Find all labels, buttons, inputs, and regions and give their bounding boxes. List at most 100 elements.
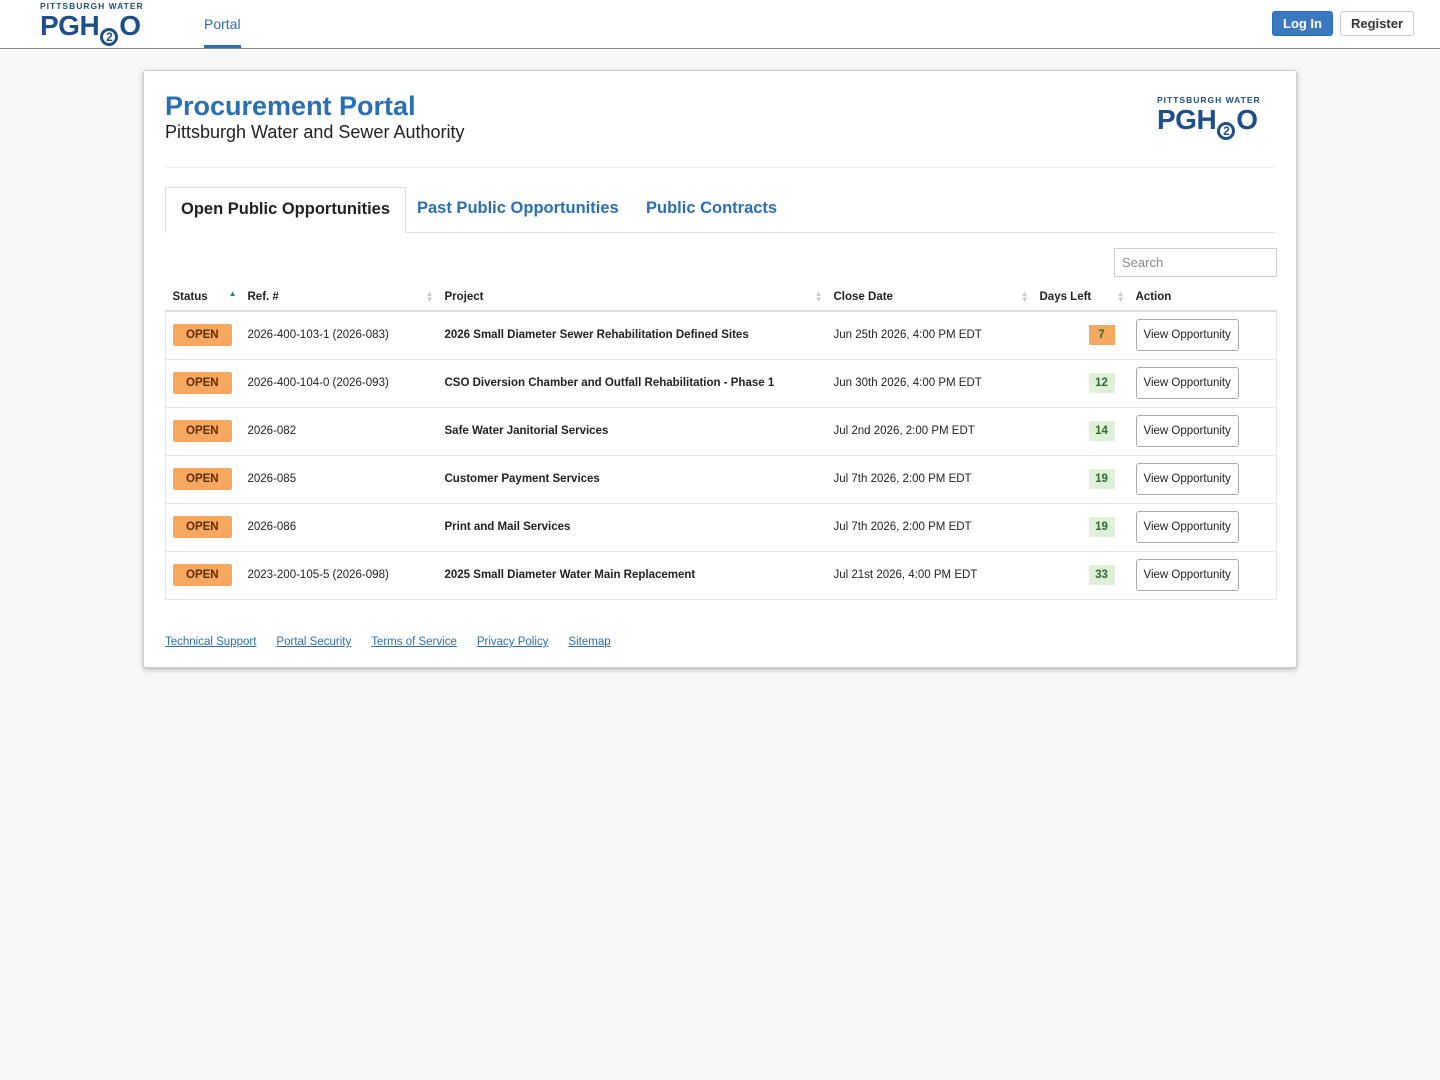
footer-link[interactable]: Portal Security — [276, 636, 352, 648]
cell: 19 — [1032, 502, 1129, 551]
tab[interactable]: Public Contracts — [646, 199, 778, 217]
days-badge: 14 — [1088, 421, 1115, 441]
project: Safe Water Janitorial Services — [444, 425, 609, 437]
cell: View Opportunity — [1128, 550, 1277, 600]
register-button[interactable]: Register — [1340, 11, 1415, 36]
divider — [165, 167, 1275, 168]
subtitle: Pittsburgh Water and Sewer Authority — [165, 122, 465, 142]
logo-text: 2 — [100, 28, 119, 46]
status-badge: OPEN — [173, 564, 232, 586]
cell: 2026-082 — [240, 406, 438, 455]
column-header[interactable]: Status ▲ — [165, 283, 241, 312]
cell: CSO Diversion Chamber and Outfall Rehabi… — [437, 358, 827, 407]
column-header[interactable]: Action — [1128, 283, 1277, 312]
cell: Jun 25th 2026, 4:00 PM EDT — [826, 310, 1033, 359]
logo-text: PGH — [1157, 104, 1217, 135]
logo[interactable]: PITTSBURGH WATER PGH 2 O — [40, 2, 144, 46]
cell: OPEN — [165, 406, 241, 455]
days-badge: 12 — [1088, 373, 1115, 393]
cell: View Opportunity — [1128, 358, 1277, 407]
project: Customer Payment Services — [444, 473, 600, 485]
footer-link[interactable]: Technical Support — [165, 636, 257, 648]
cell: 2023-200-105-5 (2026-098) — [240, 550, 438, 600]
tab[interactable]: Open Public Opportunities — [165, 187, 407, 233]
column-label: Action — [1135, 290, 1172, 303]
view-button[interactable]: View Opportunity — [1135, 463, 1239, 495]
days-badge: 19 — [1088, 517, 1115, 537]
column-label: Close Date — [833, 290, 893, 303]
project: Print and Mail Services — [444, 521, 571, 533]
close-date: Jun 30th 2026, 4:00 PM EDT — [833, 377, 982, 389]
logo-text: 2 — [1217, 122, 1236, 140]
days-badge: 7 — [1088, 325, 1115, 346]
column-label: Days Left — [1039, 290, 1092, 303]
footer-link[interactable]: Privacy Policy — [476, 636, 549, 648]
tabs: Open Public Opportunities Past Public Op… — [165, 187, 1275, 233]
cell: OPEN — [165, 454, 241, 503]
column-header[interactable]: Ref. # ▲ ▼ — [240, 283, 438, 312]
cell: 2026-400-103-1 (2026-083) — [240, 310, 438, 359]
table-row: OPEN 2023-200-105-5 (2026-098) 2025 Small … — [165, 550, 1277, 600]
nav-tab[interactable]: Portal — [204, 0, 241, 48]
column-header[interactable]: Close Date ▲ ▼ — [826, 283, 1033, 312]
ref: 2026-082 — [247, 425, 297, 437]
cell: Jul 7th 2026, 2:00 PM EDT — [826, 502, 1033, 551]
cell: 19 — [1032, 454, 1129, 503]
view-button[interactable]: View Opportunity — [1135, 511, 1239, 543]
column-header[interactable]: Project ▲ ▼ — [437, 283, 827, 312]
cell: View Opportunity — [1128, 310, 1277, 359]
sort-icon: ▲ — [228, 289, 237, 298]
cell: 2026 Small Diameter Sewer Rehabilitation… — [437, 310, 827, 359]
logo-text: O — [1236, 104, 1258, 135]
column-header[interactable]: Days Left ▲ ▼ — [1032, 283, 1129, 312]
cell: Jul 21st 2026, 4:00 PM EDT — [826, 550, 1033, 600]
cell: 2025 Small Diameter Water Main Replaceme… — [437, 550, 827, 600]
sort-icon: ▲ ▼ — [1020, 289, 1029, 304]
cell: View Opportunity — [1128, 406, 1277, 455]
title: Procurement Portal — [165, 91, 416, 121]
ref: 2023-200-105-5 (2026-098) — [247, 569, 389, 581]
logo-text: PGH — [40, 10, 100, 41]
footer: Technical Support Portal Security Terms of… — [165, 636, 631, 648]
ref: 2026-400-104-0 (2026-093) — [247, 377, 389, 389]
card: Procurement Portal Pittsburgh Water and … — [143, 70, 1297, 668]
column-label: Status — [172, 290, 208, 303]
tab[interactable]: Past Public Opportunities — [417, 199, 619, 217]
table-row: OPEN 2026-400-103-1 (2026-083) 2026 Small … — [165, 310, 1277, 359]
status-badge: OPEN — [173, 468, 232, 490]
cell: 33 — [1032, 550, 1129, 600]
cell: OPEN — [165, 550, 241, 600]
cell: 14 — [1032, 406, 1129, 455]
ref: 2026-086 — [247, 521, 297, 533]
cell: View Opportunity — [1128, 502, 1277, 551]
ref: 2026-400-103-1 (2026-083) — [247, 329, 389, 342]
project: CSO Diversion Chamber and Outfall Rehabi… — [444, 377, 775, 389]
cell: 2026-400-104-0 (2026-093) — [240, 358, 438, 407]
view-button[interactable]: View Opportunity — [1135, 559, 1239, 591]
status-badge: OPEN — [173, 324, 232, 347]
project: 2026 Small Diameter Sewer Rehabilitation… — [444, 329, 749, 342]
close-date: Jul 2nd 2026, 2:00 PM EDT — [833, 425, 975, 437]
search-input[interactable]: Search — [1114, 248, 1277, 277]
cell: OPEN — [165, 358, 241, 407]
cell: 2026-085 — [240, 454, 438, 503]
days-badge: 19 — [1088, 469, 1115, 489]
cell: Jul 2nd 2026, 2:00 PM EDT — [826, 406, 1033, 455]
footer-link[interactable]: Sitemap — [568, 636, 611, 648]
close-date: Jul 7th 2026, 2:00 PM EDT — [833, 473, 972, 485]
ref: 2026-085 — [247, 473, 297, 485]
column-label: Ref. # — [247, 290, 279, 303]
view-button[interactable]: View Opportunity — [1135, 319, 1239, 352]
cell: Customer Payment Services — [437, 454, 827, 503]
table-row: OPEN 2026-400-104-0 (2026-093) CSO Diversi… — [165, 358, 1277, 407]
footer-link[interactable]: Terms of Service — [371, 636, 457, 648]
cell: OPEN — [165, 310, 241, 359]
view-button[interactable]: View Opportunity — [1135, 415, 1239, 447]
cell: 7 — [1032, 310, 1129, 359]
cell: Print and Mail Services — [437, 502, 827, 551]
cell: Jul 7th 2026, 2:00 PM EDT — [826, 454, 1033, 503]
view-button[interactable]: View Opportunity — [1135, 367, 1239, 399]
logo-small: PITTSBURGH WATER — [1157, 95, 1261, 105]
login-button[interactable]: Log In — [1272, 11, 1333, 36]
